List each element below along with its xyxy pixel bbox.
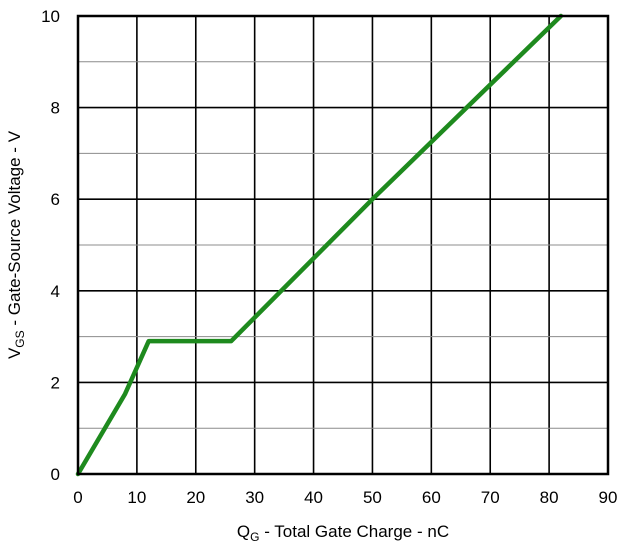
x-tick-label: 30	[245, 488, 264, 507]
x-axis-label-prefix: Q	[237, 522, 250, 541]
x-tick-label: 70	[481, 488, 500, 507]
y-tick-label: 6	[51, 190, 60, 209]
x-axis-label: QG - Total Gate Charge - nC	[237, 522, 449, 544]
series-layer	[75, 13, 564, 477]
y-axis-label-subscript: GS	[13, 330, 27, 347]
y-tick-label: 0	[51, 465, 60, 484]
plot-frame	[76, 14, 610, 476]
y-tick-label: 10	[41, 7, 60, 26]
x-axis-label-subscript: G	[250, 530, 259, 544]
y-tick-label: 4	[51, 282, 60, 301]
x-tick-label: 90	[599, 488, 618, 507]
x-axis-label-suffix: - Total Gate Charge - nC	[259, 522, 449, 541]
x-tick-label: 40	[304, 488, 323, 507]
y-axis-label-prefix: V	[5, 347, 24, 359]
y-tick-label: 8	[51, 99, 60, 118]
y-tick-labels: 0 2 4 6 8 10	[41, 7, 60, 484]
x-tick-labels: 0 10 20 30 40 50 60 70 80 90	[73, 488, 617, 507]
x-tick-label: 20	[186, 488, 205, 507]
y-tick-label: 2	[51, 373, 60, 392]
x-tick-label: 50	[363, 488, 382, 507]
x-tick-label: 60	[422, 488, 441, 507]
y-axis-label-suffix: - Gate-Source Voltage - V	[5, 130, 24, 330]
x-tick-label: 0	[73, 488, 82, 507]
series-line	[75, 13, 564, 477]
y-axis-label: VGS - Gate-Source Voltage - V	[5, 130, 27, 359]
grid	[78, 16, 608, 474]
x-tick-label: 80	[540, 488, 559, 507]
x-tick-label: 10	[127, 488, 146, 507]
